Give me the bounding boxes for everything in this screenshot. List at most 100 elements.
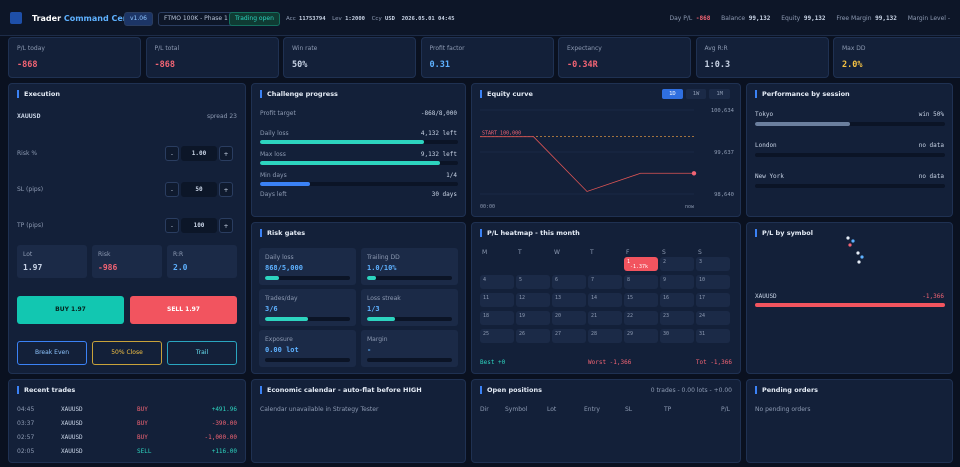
day-number: 3 <box>699 259 703 265</box>
stat-card: P/L total -868 <box>145 37 279 78</box>
stat-value: 0.31 <box>429 60 450 70</box>
metric-value: 2.0 <box>173 263 188 272</box>
day-cell: 31 <box>696 329 730 343</box>
trade-cell: XAUUSD <box>61 406 83 413</box>
trade-cell: 04:45 <box>17 406 35 413</box>
gate-value: 0.00 lot <box>265 346 299 354</box>
day-cell: 22 <box>624 311 658 325</box>
day-cell: 11 <box>480 293 514 307</box>
weekday: F <box>626 249 630 256</box>
field-value[interactable]: 1.00 <box>181 146 217 161</box>
minus-button[interactable]: - <box>165 146 179 161</box>
trade-cell: +491.96 <box>211 406 237 413</box>
challenge-panel: Challenge progress Profit target -868/8,… <box>251 83 466 217</box>
session-panel: Performance by session Tokyo win 50% Londo… <box>746 83 953 217</box>
day-cell: 26 <box>516 329 550 343</box>
field-value[interactable]: 50 <box>181 182 217 197</box>
trade-cell: XAUUSD <box>61 420 83 427</box>
day-cell: 8 <box>624 275 658 289</box>
progress-track <box>265 358 350 362</box>
gate-value: 1/3 <box>367 305 380 313</box>
day-cell: 29 <box>624 329 658 343</box>
day-cell: 7 <box>588 275 622 289</box>
column-header: Dir <box>480 406 489 413</box>
half-close-button[interactable]: 50% Close <box>92 341 162 365</box>
bar-value: 4,132 left <box>420 130 457 137</box>
start-label: START 100,000 <box>482 131 521 137</box>
progress-track <box>265 317 350 321</box>
day-number: 5 <box>519 277 523 283</box>
gate: Trades/day 3/6 <box>259 289 356 326</box>
x-label: now <box>685 204 695 210</box>
y-tick-label: 100,634 <box>711 108 735 114</box>
day-cell: 12 <box>516 293 550 307</box>
day-cell: 21 <box>588 311 622 325</box>
margin-level[interactable]: Margin Level - <box>907 15 950 22</box>
range-button[interactable]: 1W <box>685 89 707 99</box>
panel-title: Economic calendar - auto-flat before HIG… <box>260 386 422 394</box>
column-header: Entry <box>584 406 600 413</box>
day-number: 19 <box>519 313 526 319</box>
target-label: Profit target <box>260 110 296 117</box>
metric-label: Lot <box>23 251 33 258</box>
app-title: Trader Command Center <box>32 14 142 23</box>
progress-fill <box>260 182 310 186</box>
day-number: 23 <box>663 313 670 319</box>
stat-value: 50% <box>292 60 308 70</box>
trade-cell: 02:05 <box>17 448 35 455</box>
stat-label: Expectancy <box>567 45 602 52</box>
panel-title: Pending orders <box>755 386 818 394</box>
stat-card: Avg R:R 1:0.3 <box>695 37 829 78</box>
session-status: no data <box>918 173 944 180</box>
trade-cell: XAUUSD <box>61 448 83 455</box>
weekday: W <box>554 249 560 256</box>
last-point <box>691 171 697 176</box>
minus-button[interactable]: - <box>165 182 179 197</box>
day-cell: 4 <box>480 275 514 289</box>
progress-fill <box>367 317 396 321</box>
buy-button[interactable]: BUY 1.97 <box>17 296 124 324</box>
day-pl-label: Day P/L <box>669 15 693 22</box>
plus-button[interactable]: + <box>219 182 233 197</box>
day-cell: 23 <box>660 311 694 325</box>
plus-button[interactable]: + <box>219 218 233 233</box>
day-cell: 16 <box>660 293 694 307</box>
positions-panel: Open positions 0 trades - 0.00 lots - +0… <box>471 379 741 463</box>
day-cell: 30 <box>660 329 694 343</box>
panel-title: Performance by session <box>755 90 850 98</box>
panel-title: Challenge progress <box>260 90 338 98</box>
day-cell: 15 <box>624 293 658 307</box>
stat-card: Win rate 50% <box>283 37 416 78</box>
range-button[interactable]: 1M <box>709 89 730 99</box>
break-even-button[interactable]: Break Even <box>17 341 87 365</box>
metric-label: Risk <box>98 251 111 258</box>
day-number: 4 <box>483 277 487 283</box>
metric-value: -986 <box>98 263 118 272</box>
field-label: SL (pips) <box>17 186 44 193</box>
day-number: 31 <box>699 331 706 337</box>
trail-button[interactable]: Trail <box>167 341 237 365</box>
progress-fill <box>265 276 280 280</box>
trade-cell: +116.00 <box>211 448 237 455</box>
execution-panel: Execution XAUUSD spread 23 Risk % -1.00 + S… <box>8 83 246 374</box>
day-number: 12 <box>519 295 526 301</box>
day-cell: 17 <box>696 293 730 307</box>
gate-label: Trades/day <box>265 295 298 302</box>
x-label: 00:00 <box>480 204 495 210</box>
day-cell: 20 <box>552 311 586 325</box>
symbol: XAUUSD <box>17 112 41 120</box>
minus-button[interactable]: - <box>165 218 179 233</box>
plus-button[interactable]: + <box>219 146 233 161</box>
sell-button[interactable]: SELL 1.97 <box>130 296 237 324</box>
range-button[interactable]: 1D <box>662 89 683 99</box>
trade-cell: SELL <box>137 448 152 455</box>
spread: spread 23 <box>207 113 237 120</box>
progress-track <box>260 161 458 165</box>
day-number: 10 <box>699 277 706 283</box>
panel-title: Recent trades <box>17 386 75 394</box>
stat-card: Max DD 2.0% <box>833 37 960 78</box>
field-value[interactable]: 100 <box>181 218 217 233</box>
progress-fill <box>260 140 425 144</box>
day-cell: 1 -1.37k <box>624 257 658 271</box>
day-number: 1 <box>627 259 631 265</box>
